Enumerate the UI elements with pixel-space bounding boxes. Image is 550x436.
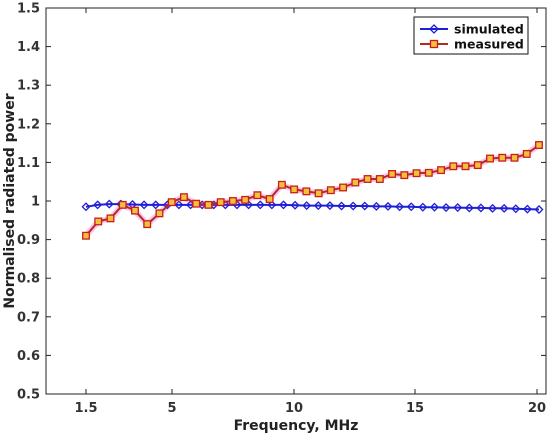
data-point-measured bbox=[326, 186, 335, 195]
data-point-simulated bbox=[488, 203, 498, 213]
data-point-measured bbox=[473, 161, 482, 170]
data-point-simulated bbox=[302, 201, 312, 211]
x-tick-label: 20 bbox=[528, 401, 546, 416]
data-point-measured bbox=[412, 169, 421, 178]
data-point-simulated bbox=[429, 202, 439, 212]
data-point-simulated bbox=[418, 202, 428, 212]
data-point-measured bbox=[510, 153, 519, 162]
y-tick-label: 1 bbox=[31, 195, 40, 210]
data-point-measured bbox=[253, 191, 262, 200]
data-point-measured bbox=[241, 195, 250, 204]
data-point-measured bbox=[535, 141, 543, 149]
data-point-simulated bbox=[383, 201, 393, 211]
data-point-measured bbox=[302, 187, 311, 196]
data-point-simulated bbox=[290, 200, 300, 210]
data-point-simulated bbox=[476, 203, 486, 213]
data-point-simulated bbox=[313, 201, 323, 211]
data-point-simulated bbox=[395, 202, 405, 212]
data-point-measured bbox=[216, 198, 225, 207]
data-point-simulated bbox=[151, 200, 161, 210]
y-tick-label: 0.7 bbox=[17, 310, 40, 325]
data-point-measured bbox=[106, 214, 115, 223]
data-point-simulated bbox=[499, 203, 509, 213]
data-point-measured bbox=[82, 231, 90, 240]
y-axis-title: Normalised radiated power bbox=[2, 93, 18, 308]
data-point-measured bbox=[167, 198, 176, 207]
data-point-measured bbox=[192, 199, 201, 208]
legend: simulated measured bbox=[413, 16, 529, 55]
data-point-simulated bbox=[511, 204, 521, 214]
series-halo-measured bbox=[83, 142, 541, 238]
legend-label-measured: measured bbox=[454, 37, 524, 52]
data-point-measured bbox=[351, 178, 360, 187]
data-point-simulated bbox=[348, 201, 358, 211]
data-point-measured bbox=[363, 175, 372, 183]
axis-ticks: 0.5 0.6 0.7 0.8 0.9 1 1.1 1.2 1.3 1.4 1.5 1.5 5 10 15 2… bbox=[17, 2, 546, 417]
x-axis-title: Frequency, MHz bbox=[234, 418, 359, 434]
y-tick-label: 1.4 bbox=[17, 40, 40, 55]
data-point-measured bbox=[498, 153, 507, 162]
data-point-simulated bbox=[522, 204, 532, 214]
data-point-simulated bbox=[371, 201, 381, 211]
data-point-measured bbox=[94, 217, 103, 226]
x-tick-label: 1.5 bbox=[74, 401, 97, 416]
data-point-simulated bbox=[360, 201, 370, 211]
y-tick-label: 1.5 bbox=[17, 2, 40, 17]
data-point-measured bbox=[118, 200, 127, 209]
data-point-simulated bbox=[406, 202, 416, 212]
data-point-simulated bbox=[139, 200, 149, 210]
data-point-simulated bbox=[534, 204, 544, 215]
x-tick-label: 15 bbox=[406, 401, 424, 416]
data-point-simulated bbox=[453, 203, 463, 213]
data-point-measured bbox=[290, 185, 299, 194]
data-point-measured bbox=[339, 183, 348, 192]
data-point-simulated bbox=[81, 202, 91, 212]
data-point-measured bbox=[277, 180, 286, 189]
legend-marker-measured bbox=[429, 39, 439, 49]
y-tick-label: 0.5 bbox=[17, 388, 40, 403]
series-group bbox=[81, 141, 544, 240]
y-tick-label: 1.3 bbox=[17, 79, 40, 94]
data-point-measured bbox=[375, 175, 384, 183]
data-point-simulated bbox=[174, 200, 184, 210]
legend-marker-simulated bbox=[429, 24, 439, 34]
plot-frame bbox=[45, 7, 547, 395]
y-tick-label: 1.1 bbox=[17, 156, 40, 171]
data-point-measured bbox=[400, 171, 409, 180]
x-tick-label: 5 bbox=[167, 401, 176, 416]
y-tick-label: 0.6 bbox=[17, 349, 40, 364]
data-point-measured bbox=[314, 189, 323, 198]
data-point-simulated bbox=[464, 203, 474, 213]
y-tick-label: 1.2 bbox=[17, 117, 40, 132]
data-point-measured bbox=[461, 162, 470, 171]
y-tick-label: 0.9 bbox=[17, 233, 40, 248]
data-point-measured bbox=[143, 220, 152, 229]
data-point-measured bbox=[155, 209, 164, 218]
data-point-measured bbox=[424, 168, 433, 177]
data-point-measured bbox=[449, 162, 458, 171]
data-point-simulated bbox=[337, 201, 347, 211]
data-point-simulated bbox=[267, 200, 277, 210]
series-line-simulated bbox=[85, 203, 540, 211]
data-point-measured bbox=[522, 149, 531, 158]
data-point-measured bbox=[265, 195, 274, 204]
x-tick-label: 10 bbox=[285, 401, 303, 416]
data-point-simulated bbox=[255, 200, 265, 210]
data-point-measured bbox=[437, 166, 446, 175]
y-tick-label: 0.8 bbox=[17, 272, 40, 287]
data-point-simulated bbox=[104, 199, 114, 209]
data-point-simulated bbox=[441, 203, 451, 213]
data-point-simulated bbox=[93, 200, 103, 210]
data-point-simulated bbox=[325, 201, 335, 211]
data-point-measured bbox=[228, 197, 237, 205]
data-point-measured bbox=[131, 206, 139, 215]
legend-label-simulated: simulated bbox=[454, 22, 524, 37]
data-point-measured bbox=[204, 200, 213, 209]
data-point-measured bbox=[179, 193, 188, 202]
data-point-simulated bbox=[278, 200, 288, 210]
data-point-measured bbox=[388, 170, 397, 178]
data-point-measured bbox=[486, 154, 494, 163]
